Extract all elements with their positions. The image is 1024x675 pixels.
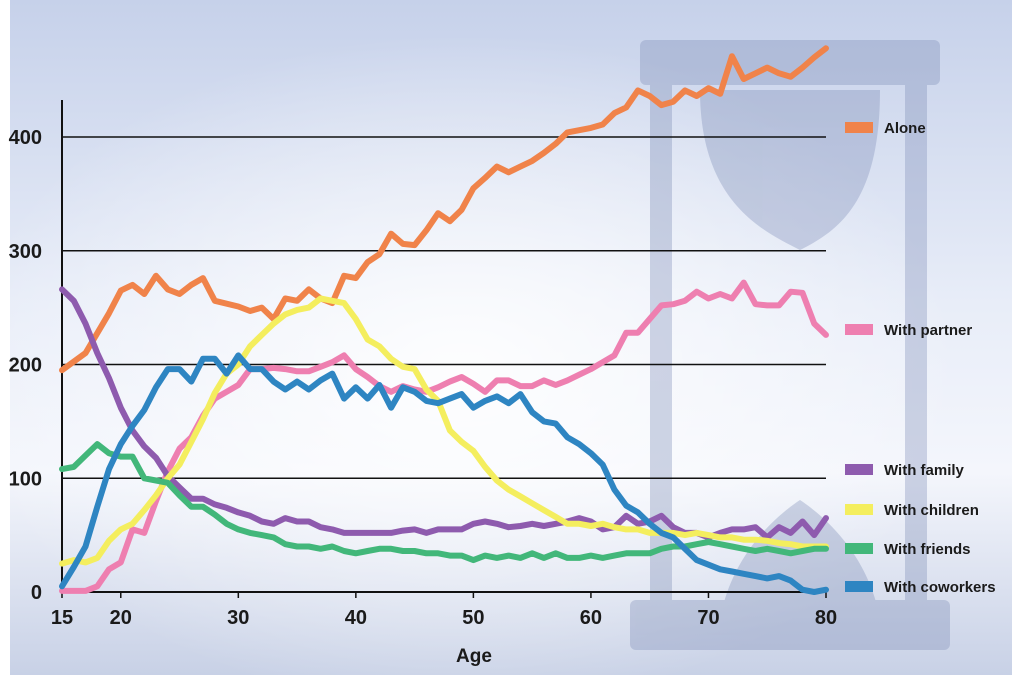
series-line-with-friends bbox=[59, 441, 829, 564]
legend-swatch bbox=[845, 543, 873, 554]
x-tick-label: 50 bbox=[462, 607, 484, 629]
legend-swatch bbox=[845, 504, 873, 515]
legend: Alone With partner With family With childre… bbox=[845, 120, 996, 596]
background-glow bbox=[10, 0, 1012, 675]
legend-swatch bbox=[845, 464, 873, 475]
x-tick-label: 60 bbox=[580, 607, 602, 629]
legend-label: Alone bbox=[884, 120, 926, 137]
series-line-with-children bbox=[59, 295, 829, 567]
y-tick-label: 200 bbox=[9, 355, 42, 377]
hourglass-watermark bbox=[630, 40, 950, 650]
x-tick-label: 20 bbox=[110, 607, 132, 629]
gridlines bbox=[62, 136, 826, 480]
series-line-with-coworkers bbox=[59, 352, 829, 595]
axes: 0 100 200 300 400 15 20 30 40 50 60 70 80 Age bbox=[9, 100, 837, 667]
legend-label: With family bbox=[884, 462, 965, 479]
legend-label: With friends bbox=[884, 541, 971, 558]
legend-swatch bbox=[845, 324, 873, 335]
legend-swatch bbox=[845, 122, 873, 133]
x-tick-label: 40 bbox=[345, 607, 367, 629]
x-tick-label: 80 bbox=[815, 607, 837, 629]
series-lines bbox=[59, 45, 829, 595]
legend-label: With coworkers bbox=[884, 579, 996, 596]
y-tick-label: 400 bbox=[9, 127, 42, 149]
series-line-alone bbox=[59, 45, 829, 374]
legend-label: With partner bbox=[884, 322, 972, 339]
x-tick-label: 70 bbox=[697, 607, 719, 629]
y-tick-label: 100 bbox=[9, 468, 42, 490]
x-tick-label: 30 bbox=[227, 607, 249, 629]
x-tick-label: 15 bbox=[51, 607, 73, 629]
legend-label: With children bbox=[884, 502, 979, 519]
x-axis-label: Age bbox=[456, 646, 492, 667]
y-tick-label: 300 bbox=[9, 241, 42, 263]
y-tick-label: 0 bbox=[31, 582, 42, 604]
legend-swatch bbox=[845, 581, 873, 592]
